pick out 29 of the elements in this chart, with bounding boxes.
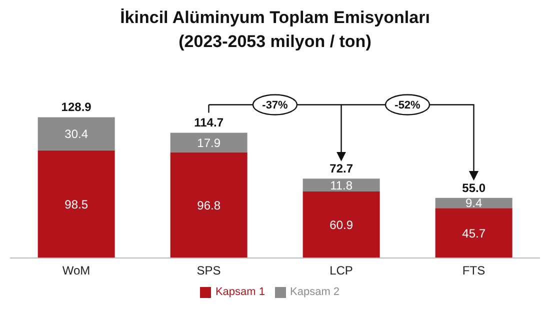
data-label: 60.9 [330, 218, 354, 232]
total-label: 128.9 [61, 100, 92, 114]
text: -52% [394, 100, 421, 112]
x-tick-label: LCP [330, 264, 353, 278]
total-label: 72.7 [330, 162, 354, 176]
legend-label: Kapsam 2 [290, 286, 340, 298]
data-label: 45.7 [462, 226, 486, 240]
total-label: 55.0 [462, 180, 486, 195]
data-label: 9.4 [465, 196, 482, 210]
bar [302, 191, 380, 258]
data-label: 96.8 [197, 198, 221, 212]
bar [302, 178, 380, 192]
chart-subtitle: (2023-2053 milyon / ton) [178, 32, 372, 52]
data-label: 17.9 [197, 136, 221, 150]
bar [170, 132, 248, 152]
bar [38, 117, 115, 150]
total-label: 114.7 [194, 116, 224, 130]
bar [38, 150, 115, 258]
bar [435, 208, 512, 258]
x-tick-label: WoM [62, 264, 90, 278]
x-tick-label: FTS [462, 264, 486, 278]
bar [170, 152, 248, 258]
data-label: 11.8 [330, 178, 353, 192]
data-label: 98.5 [64, 197, 88, 212]
text: -37% [262, 100, 288, 112]
legend-label: Kapsam 1 [215, 286, 265, 298]
data-label: 30.4 [64, 127, 88, 142]
x-tick-label: SPS [196, 264, 221, 278]
chart-title: İkincil Alüminyum Toplam Emisyonları [119, 8, 431, 28]
